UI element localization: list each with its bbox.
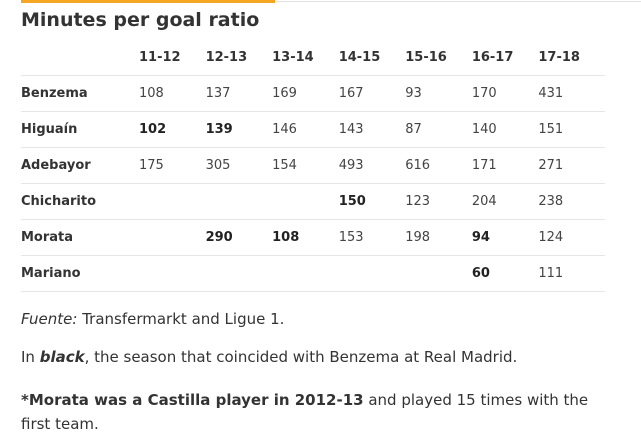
column-header: 16-17 [471, 40, 539, 76]
table-cell: 493 [338, 147, 406, 184]
table-cell: 124 [538, 219, 605, 256]
table-cell: 431 [538, 75, 605, 112]
table-cell [405, 255, 472, 292]
table-cell: 111 [538, 255, 605, 292]
table-cell [272, 255, 339, 292]
table-cell: 139 [205, 111, 273, 148]
player-name: Adebayor [21, 147, 139, 184]
player-name: Mariano [21, 255, 139, 292]
table-cell: 175 [139, 147, 206, 184]
table-cell [139, 219, 206, 256]
table-cell [272, 183, 339, 220]
player-name: Chicharito [21, 183, 139, 220]
column-header: 17-18 [538, 40, 605, 76]
table-cell: 170 [471, 75, 539, 112]
table-cell: 171 [471, 147, 539, 184]
table-cell [205, 255, 273, 292]
legend-note: In black, the season that coincided with… [21, 345, 611, 369]
table-cell [338, 255, 406, 292]
table-cell: 87 [405, 111, 472, 148]
top-divider [275, 1, 641, 2]
table-cell: 108 [272, 219, 339, 256]
table-cell: 167 [338, 75, 406, 112]
table-cell: 198 [405, 219, 472, 256]
table-row: Adebayor 175 305 154 493 616 171 271 [21, 147, 605, 184]
table-cell: 108 [139, 75, 206, 112]
table-row: Higuaín 102 139 146 143 87 140 151 [21, 111, 605, 148]
table-body: Benzema 108 137 169 167 93 170 431 Higuaín 102 139… [21, 75, 605, 292]
table-cell: 93 [405, 75, 472, 112]
source-note: Fuente: Transfermarkt and Ligue 1. [21, 307, 611, 331]
table-cell: 146 [272, 111, 339, 148]
player-name: Morata [21, 219, 139, 256]
table-cell [139, 255, 206, 292]
table-cell: 150 [338, 183, 406, 220]
morata-rest: and played 15 times with the first team. [21, 391, 589, 433]
column-header: 14-15 [338, 40, 406, 76]
column-header: 13-14 [272, 40, 339, 76]
top-accent-bar [21, 0, 275, 3]
table-header-row: 11-12 12-13 13-14 14-15 15-16 16-17 17-1… [21, 40, 605, 76]
table-cell: 102 [139, 111, 206, 148]
table-cell: 153 [338, 219, 406, 256]
table-cell: 94 [471, 219, 539, 256]
table-cell [205, 183, 273, 220]
table-cell: 290 [205, 219, 273, 256]
table-cell: 60 [471, 255, 539, 292]
morata-note: *Morata was a Castilla player in 2012-13… [21, 388, 611, 436]
column-header: 15-16 [405, 40, 472, 76]
table-cell: 271 [538, 147, 605, 184]
table-cell: 204 [471, 183, 539, 220]
legend-bold: black [39, 348, 85, 366]
table-row: Mariano 60 111 [21, 255, 605, 292]
table-cell: 143 [338, 111, 406, 148]
column-header: 12-13 [205, 40, 273, 76]
morata-bold: *Morata was a Castilla player in 2012-13 [21, 391, 364, 409]
table-row: Benzema 108 137 169 167 93 170 431 [21, 75, 605, 112]
column-header: 11-12 [139, 40, 206, 76]
table-cell: 616 [405, 147, 472, 184]
table-cell: 238 [538, 183, 605, 220]
table-cell: 169 [272, 75, 339, 112]
page-title: Minutes per goal ratio [21, 9, 260, 31]
table-cell: 140 [471, 111, 539, 148]
table-row: Morata 290 108 153 198 94 124 [21, 219, 605, 256]
source-text: Transfermarkt and Ligue 1. [77, 310, 285, 328]
legend-post: , the season that coincided with Benzema… [84, 348, 518, 366]
table-cell: 137 [205, 75, 273, 112]
table-cell: 154 [272, 147, 339, 184]
player-name: Higuaín [21, 111, 139, 148]
player-name: Benzema [21, 75, 139, 112]
legend-pre: In [21, 348, 40, 366]
table-cell: 123 [405, 183, 472, 220]
table-cell: 305 [205, 147, 273, 184]
source-label: Fuente: [21, 310, 78, 328]
stats-table: 11-12 12-13 13-14 14-15 15-16 16-17 17-1… [21, 40, 605, 292]
table-row: Chicharito 150 123 204 238 [21, 183, 605, 220]
table-cell [139, 183, 206, 220]
table-cell: 151 [538, 111, 605, 148]
column-header [21, 40, 139, 76]
